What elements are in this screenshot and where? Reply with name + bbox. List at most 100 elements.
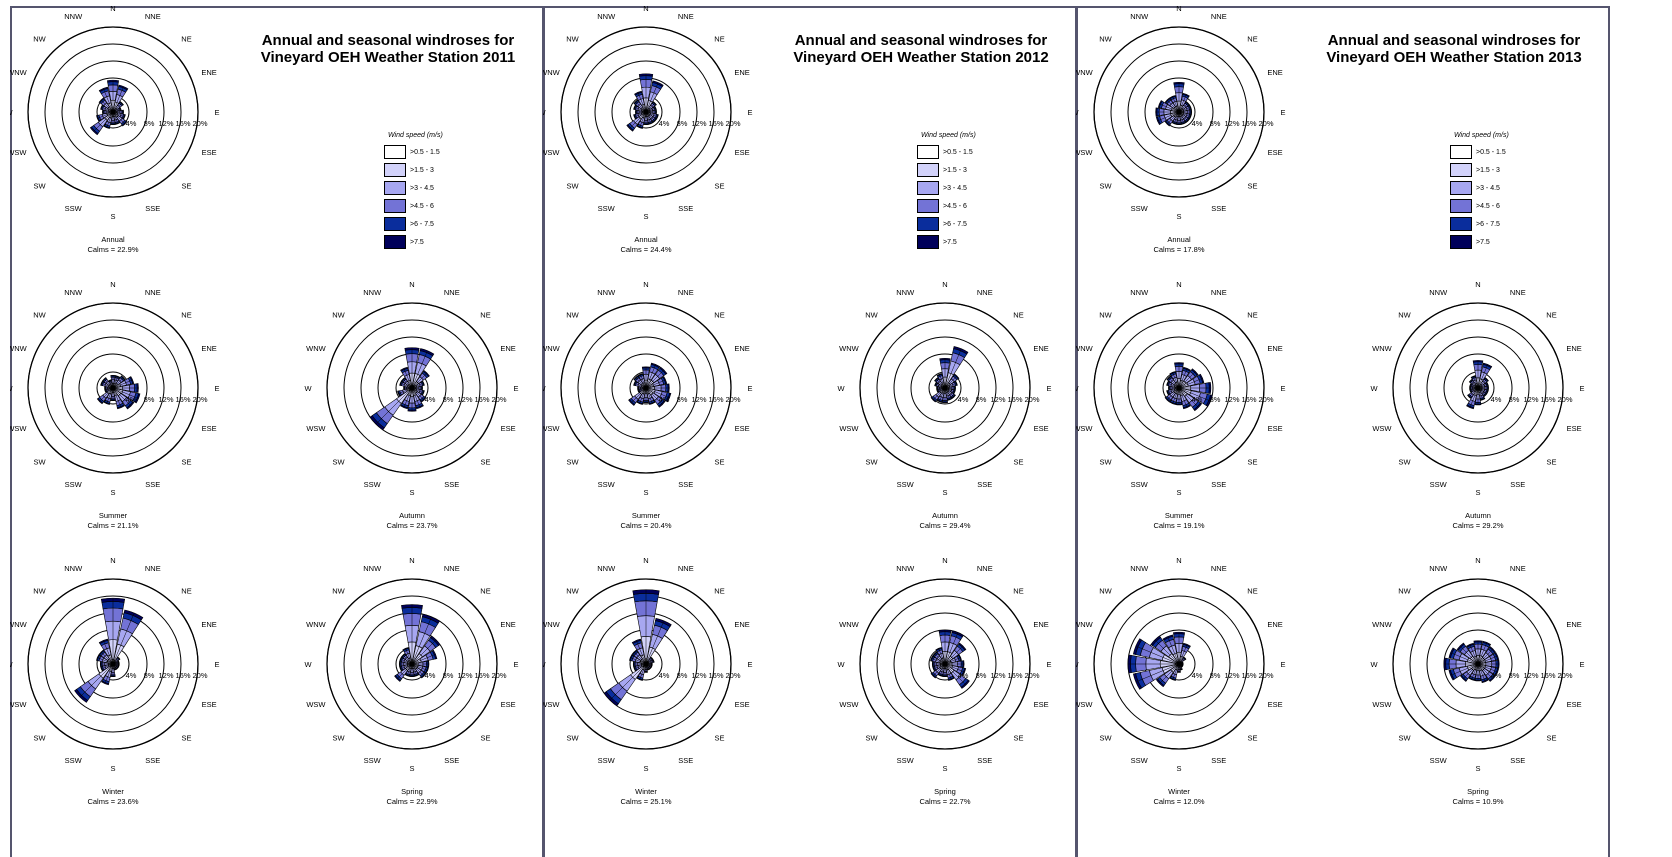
direction-label: SSE bbox=[444, 480, 459, 489]
ring-label: 20% bbox=[1557, 671, 1572, 680]
windrose-panel: Annual and seasonal windroses for Vineyar… bbox=[543, 6, 1077, 857]
direction-label: NE bbox=[1013, 311, 1023, 320]
rose-caption-calms: Calms = 24.4% bbox=[620, 245, 671, 254]
grid-ring bbox=[1144, 77, 1214, 147]
direction-label: WNW bbox=[1076, 68, 1094, 77]
rose-center-dot bbox=[110, 661, 116, 667]
rose-caption-name: Summer bbox=[99, 511, 128, 520]
direction-label: SSW bbox=[1131, 204, 1149, 213]
petal-spoke bbox=[609, 663, 647, 701]
legend-label: >6 - 7.5 bbox=[1476, 220, 1500, 228]
direction-label: NW bbox=[865, 311, 878, 320]
direction-label: SSW bbox=[65, 480, 83, 489]
legend-swatch bbox=[917, 217, 939, 231]
petal-spoke bbox=[645, 387, 663, 405]
direction-label: SSE bbox=[977, 480, 992, 489]
direction-label: NW bbox=[1099, 587, 1112, 596]
petal-spoke bbox=[103, 88, 114, 113]
ring-label: 20% bbox=[1258, 395, 1273, 404]
legend-label: >7.5 bbox=[1476, 238, 1490, 246]
direction-label: SSW bbox=[897, 480, 915, 489]
grid-ring bbox=[1409, 319, 1547, 457]
ring-label: 8% bbox=[677, 395, 688, 404]
direction-label: W bbox=[1076, 660, 1079, 669]
direction-label: SE bbox=[1546, 734, 1556, 743]
petal-spoke bbox=[106, 387, 114, 404]
direction-label: WNW bbox=[10, 68, 28, 77]
direction-label: WNW bbox=[543, 620, 561, 629]
direction-label: NNW bbox=[597, 564, 616, 573]
direction-label: SW bbox=[566, 182, 579, 191]
rose-caption-name: Autumn bbox=[399, 511, 425, 520]
grid-ring bbox=[61, 60, 165, 164]
wind-speed-legend: Wind speed (m/s) >0.5 - 1.5 >1.5 - 3 >3 - 4… bbox=[917, 132, 1037, 253]
direction-label: ENE bbox=[1033, 344, 1048, 353]
ring-label: 16% bbox=[175, 395, 190, 404]
ring-label: 16% bbox=[708, 119, 723, 128]
direction-label: SSW bbox=[598, 480, 616, 489]
legend-swatch bbox=[917, 181, 939, 195]
rose-caption-name: Winter bbox=[635, 787, 657, 796]
rose-caption-calms: Calms = 29.2% bbox=[1452, 521, 1503, 530]
legend-label: >6 - 7.5 bbox=[943, 220, 967, 228]
legend-label: >3 - 4.5 bbox=[1476, 184, 1500, 192]
direction-label: NW bbox=[332, 587, 345, 596]
petal-spoke bbox=[1469, 644, 1479, 665]
petal-spoke bbox=[1178, 378, 1203, 389]
petal-spoke bbox=[1477, 663, 1494, 680]
grid-ring bbox=[1127, 60, 1231, 164]
legend-label: >1.5 - 3 bbox=[410, 166, 434, 174]
windrose-panel: Annual and seasonal windroses for Vineyar… bbox=[1076, 6, 1610, 857]
panel-title-line1: Annual and seasonal windroses for bbox=[261, 32, 515, 49]
ring-label: 4% bbox=[958, 395, 969, 404]
direction-label: SW bbox=[865, 734, 878, 743]
direction-label: WNW bbox=[543, 344, 561, 353]
direction-label: SE bbox=[1013, 734, 1023, 743]
direction-label: S bbox=[942, 488, 947, 497]
ring-label: 4% bbox=[425, 395, 436, 404]
direction-label: WSW bbox=[543, 148, 560, 157]
rose-caption-calms: Calms = 12.0% bbox=[1153, 797, 1204, 806]
ring-label: 4% bbox=[126, 671, 137, 680]
direction-label: N bbox=[1176, 556, 1181, 565]
ring-label: 8% bbox=[976, 671, 987, 680]
ring-label: 12% bbox=[1224, 119, 1239, 128]
direction-label: WSW bbox=[543, 700, 560, 709]
legend-title: Wind speed (m/s) bbox=[1454, 132, 1509, 139]
direction-label: WSW bbox=[839, 424, 859, 433]
direction-label: WNW bbox=[1076, 344, 1094, 353]
direction-label: WSW bbox=[1372, 424, 1392, 433]
outer-ring bbox=[326, 302, 498, 474]
direction-label: SW bbox=[33, 182, 46, 191]
petal-spoke bbox=[103, 640, 114, 665]
ring-label: 16% bbox=[474, 395, 489, 404]
direction-label: SSE bbox=[1510, 756, 1525, 765]
direction-label: ESE bbox=[501, 700, 516, 709]
direction-label: ENE bbox=[1267, 68, 1282, 77]
direction-label: S bbox=[110, 212, 115, 221]
direction-label: NE bbox=[1013, 587, 1023, 596]
direction-label: SSE bbox=[678, 480, 693, 489]
direction-label: S bbox=[1475, 764, 1480, 773]
legend-title: Wind speed (m/s) bbox=[921, 132, 976, 139]
windrose-autumn: 4% 8% 12% 16% 20% N NNE NE ENE E ESE SE SSE S SSW SW WSW… bbox=[304, 280, 518, 530]
ring-label: 16% bbox=[708, 395, 723, 404]
rose-center-dot bbox=[1475, 385, 1481, 391]
ring-label: 20% bbox=[192, 395, 207, 404]
rose-caption-name: Spring bbox=[1467, 787, 1489, 796]
ring-label: 8% bbox=[443, 671, 454, 680]
ring-label: 4% bbox=[958, 671, 969, 680]
direction-label: SSE bbox=[145, 204, 160, 213]
ring-label: 12% bbox=[158, 395, 173, 404]
direction-label: WNW bbox=[839, 620, 859, 629]
direction-label: ENE bbox=[734, 344, 749, 353]
legend-label: >0.5 - 1.5 bbox=[1476, 148, 1506, 156]
direction-label: SE bbox=[1247, 182, 1257, 191]
rose-center-dot bbox=[1176, 385, 1182, 391]
direction-label: WSW bbox=[839, 700, 859, 709]
direction-label: ENE bbox=[1267, 344, 1282, 353]
rose-center-dot bbox=[643, 385, 649, 391]
direction-label: SSE bbox=[1211, 480, 1226, 489]
direction-label: NW bbox=[1099, 35, 1112, 44]
petal-spoke bbox=[639, 111, 647, 128]
